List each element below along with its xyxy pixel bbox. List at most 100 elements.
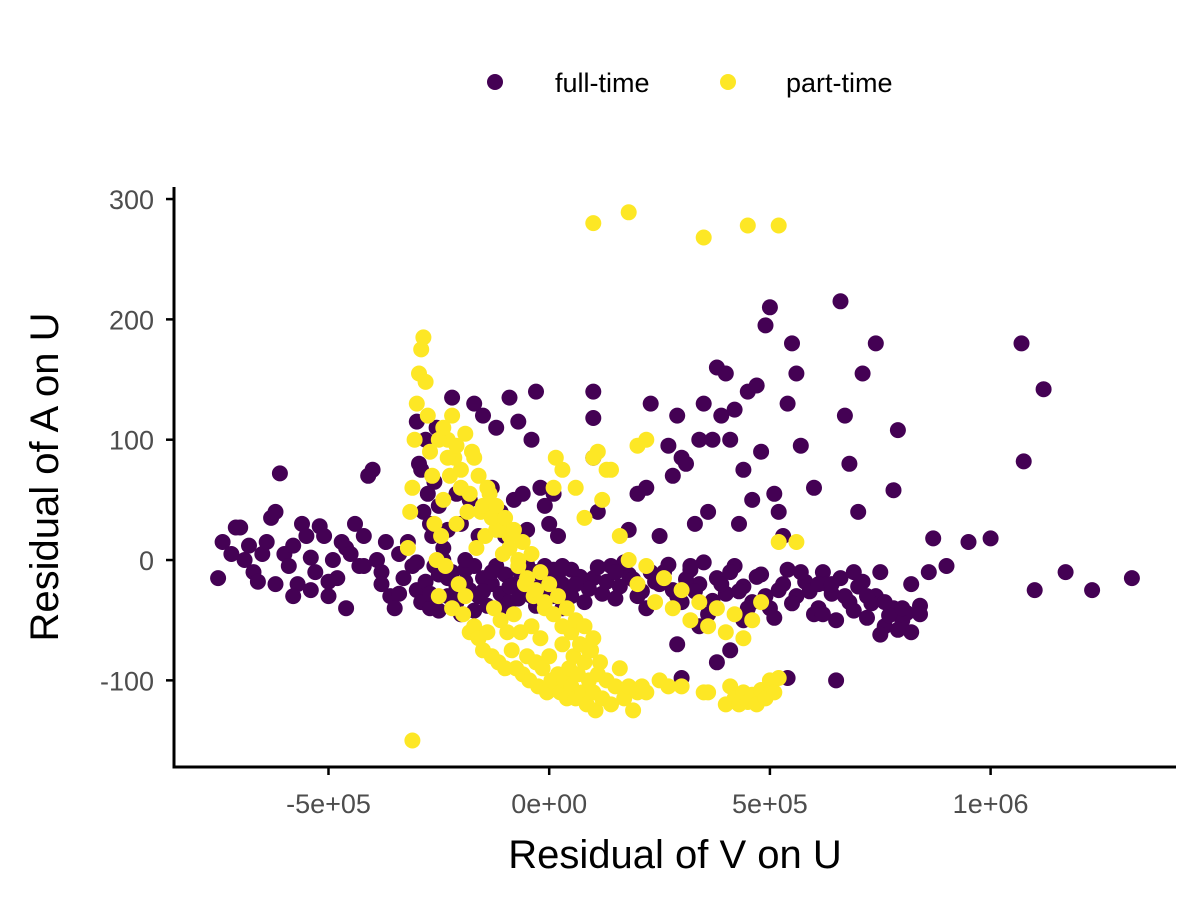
- point-part-time: [413, 341, 430, 358]
- point-full-time: [294, 515, 310, 532]
- point-part-time: [435, 419, 452, 436]
- point-full-time: [214, 534, 231, 550]
- y-axis-title: Residual of A on U: [23, 312, 67, 641]
- point-full-time: [854, 365, 871, 382]
- point-full-time: [589, 503, 606, 520]
- point-part-time: [532, 630, 549, 647]
- point-part-time: [545, 479, 562, 496]
- point-part-time: [554, 636, 571, 653]
- point-full-time: [828, 672, 845, 689]
- point-full-time: [814, 564, 831, 581]
- point-full-time: [550, 528, 566, 544]
- point-full-time: [766, 609, 783, 626]
- point-full-time: [241, 537, 257, 554]
- point-full-time: [903, 624, 920, 641]
- point-full-time: [889, 422, 906, 439]
- point-full-time: [466, 395, 483, 412]
- point-part-time: [717, 624, 734, 641]
- point-full-time: [841, 455, 858, 472]
- point-part-time: [541, 648, 558, 665]
- point-full-time: [660, 556, 677, 573]
- point-full-time: [788, 365, 805, 382]
- point-full-time: [779, 395, 796, 412]
- point-full-time: [912, 606, 928, 623]
- point-part-time: [576, 654, 593, 671]
- point-part-time: [625, 702, 642, 719]
- point-full-time: [528, 383, 544, 400]
- point-part-time: [691, 594, 708, 611]
- point-full-time: [298, 528, 315, 544]
- point-full-time: [695, 395, 712, 412]
- point-part-time: [505, 521, 522, 538]
- point-full-time: [373, 576, 390, 593]
- point-full-time: [766, 485, 783, 502]
- point-part-time: [700, 684, 717, 701]
- point-part-time: [598, 461, 615, 478]
- point-full-time: [285, 537, 302, 554]
- point-part-time: [607, 678, 624, 695]
- point-part-time: [708, 600, 725, 617]
- point-full-time: [408, 554, 425, 571]
- point-part-time: [466, 449, 483, 466]
- point-part-time: [585, 630, 602, 647]
- point-full-time: [289, 576, 306, 593]
- point-part-time: [541, 576, 558, 593]
- point-part-time: [532, 564, 549, 581]
- point-full-time: [373, 564, 390, 581]
- point-part-time: [468, 540, 485, 556]
- point-full-time: [792, 564, 809, 581]
- point-full-time: [761, 299, 778, 316]
- point-full-time: [435, 540, 452, 556]
- point-full-time: [444, 389, 461, 406]
- point-full-time: [731, 583, 747, 600]
- point-part-time: [589, 443, 606, 460]
- point-part-time: [459, 503, 476, 520]
- point-full-time: [867, 335, 884, 352]
- point-part-time: [611, 660, 628, 677]
- point-part-time: [567, 479, 584, 496]
- point-full-time: [836, 407, 853, 424]
- point-part-time: [492, 521, 509, 538]
- point-full-time: [258, 534, 275, 550]
- point-part-time: [576, 509, 593, 526]
- point-part-time: [766, 684, 783, 701]
- point-part-time: [638, 558, 655, 574]
- point-full-time: [430, 602, 447, 619]
- point-full-time: [223, 546, 240, 562]
- point-full-time: [726, 401, 743, 418]
- point-full-time: [1057, 564, 1074, 581]
- y-ticks: -100 0 100 200 300: [100, 185, 174, 696]
- point-part-time: [503, 642, 520, 659]
- data-points: [210, 204, 1140, 749]
- point-full-time: [938, 558, 955, 574]
- point-full-time: [391, 585, 408, 602]
- point-full-time: [836, 588, 853, 605]
- point-full-time: [415, 503, 432, 520]
- point-part-time: [439, 449, 456, 466]
- point-part-time: [528, 582, 544, 599]
- point-full-time: [859, 609, 875, 626]
- point-part-time: [523, 618, 540, 635]
- point-full-time: [1084, 582, 1101, 599]
- point-full-time: [611, 578, 628, 595]
- point-part-time: [497, 509, 514, 526]
- legend-label-part-time: part-time: [786, 68, 893, 98]
- point-full-time: [881, 607, 898, 624]
- point-full-time: [302, 549, 319, 566]
- point-full-time: [347, 515, 363, 532]
- point-full-time: [876, 594, 893, 611]
- point-part-time: [534, 660, 551, 677]
- point-part-time: [417, 373, 434, 390]
- point-part-time: [576, 618, 593, 635]
- point-part-time: [399, 540, 416, 556]
- y-tick-label: 0: [139, 546, 154, 576]
- point-part-time: [673, 582, 690, 599]
- point-full-time: [280, 558, 297, 574]
- point-full-time: [210, 570, 227, 587]
- x-tick-label: 0e+00: [511, 789, 587, 819]
- axes: -5e+05 0e+00 5e+05 1e+06 -100 0 100 200 300: [100, 185, 1176, 819]
- series-full-time: [210, 293, 1140, 689]
- point-part-time: [620, 204, 637, 221]
- point-full-time: [271, 465, 288, 482]
